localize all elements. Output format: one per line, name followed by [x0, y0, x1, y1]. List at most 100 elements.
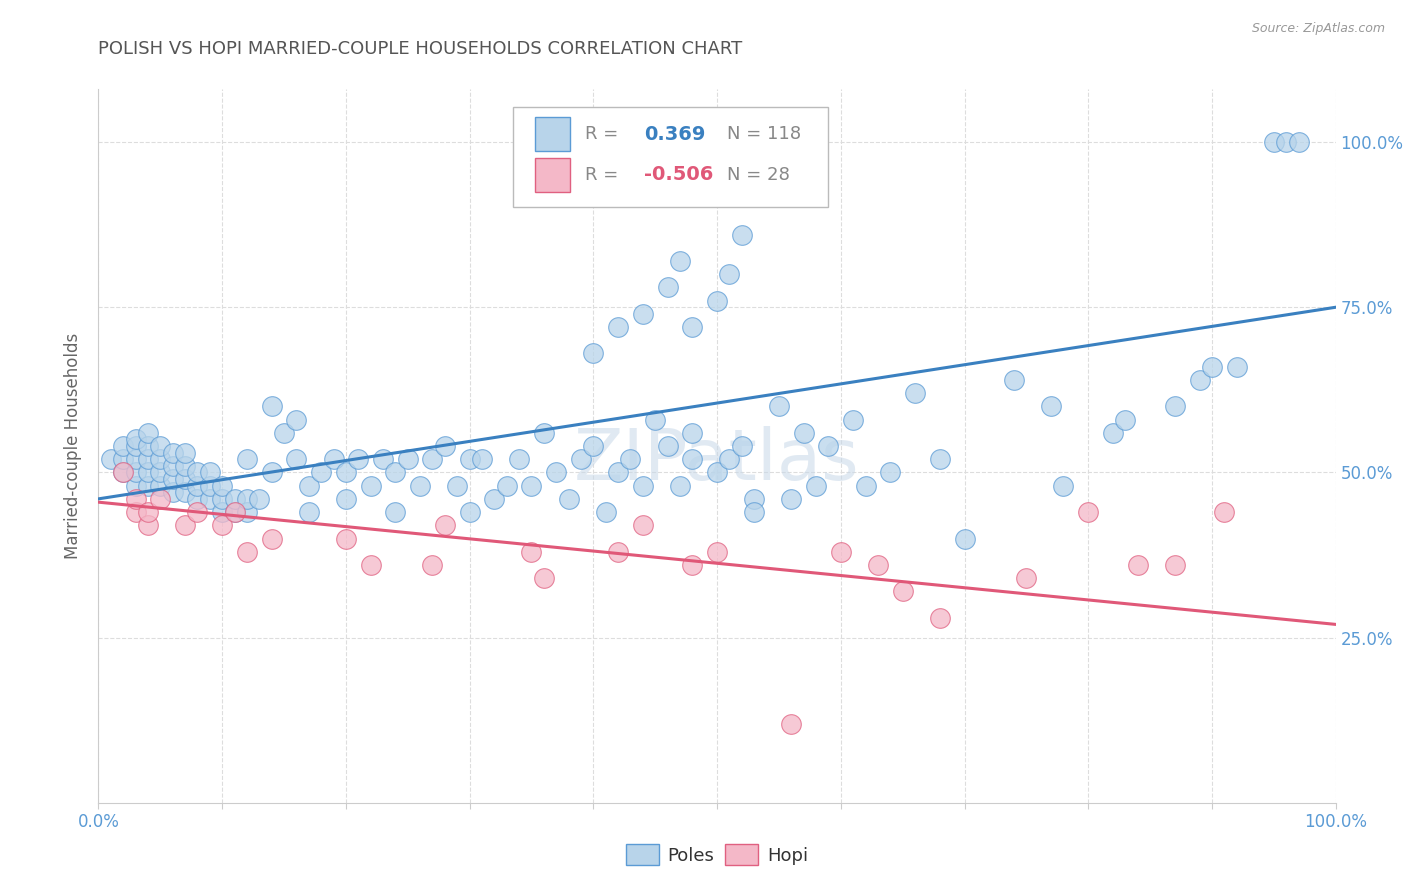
Point	[100, 452, 122, 467]
Point	[458, 452, 481, 467]
Point	[371, 452, 394, 467]
FancyBboxPatch shape	[536, 158, 569, 192]
Point	[124, 439, 146, 453]
Point	[149, 478, 172, 492]
Point	[285, 452, 308, 467]
Point	[1213, 505, 1236, 519]
Point	[657, 280, 679, 294]
Point	[174, 472, 197, 486]
Point	[136, 505, 159, 519]
Point	[309, 466, 332, 480]
Point	[396, 452, 419, 467]
Point	[136, 466, 159, 480]
Point	[149, 452, 172, 467]
Point	[780, 491, 803, 506]
Point	[706, 545, 728, 559]
Point	[298, 505, 321, 519]
Point	[174, 518, 197, 533]
Point	[731, 188, 754, 202]
Point	[607, 320, 630, 334]
Point	[112, 452, 135, 467]
Point	[224, 491, 246, 506]
Point	[1126, 558, 1149, 572]
Text: 0.369: 0.369	[644, 125, 706, 144]
Point	[1288, 135, 1310, 149]
Point	[669, 254, 692, 268]
Point	[1040, 400, 1063, 414]
Point	[582, 346, 605, 360]
Point	[546, 466, 568, 480]
Point	[1052, 478, 1074, 492]
Point	[211, 505, 233, 519]
Point	[236, 545, 259, 559]
Point	[595, 505, 617, 519]
Point	[186, 478, 208, 492]
Point	[928, 611, 950, 625]
Point	[1263, 135, 1285, 149]
Text: R =: R =	[585, 166, 624, 184]
Point	[124, 505, 146, 519]
Point	[236, 491, 259, 506]
Point	[347, 452, 370, 467]
Point	[360, 558, 382, 572]
FancyBboxPatch shape	[513, 107, 828, 207]
Point	[236, 452, 259, 467]
Point	[557, 491, 579, 506]
Point	[793, 425, 815, 440]
Point	[335, 466, 357, 480]
Point	[928, 452, 950, 467]
Point	[780, 716, 803, 731]
Point	[162, 458, 184, 473]
Point	[706, 293, 728, 308]
Point	[198, 478, 221, 492]
Point	[211, 491, 233, 506]
Point	[174, 458, 197, 473]
Point	[1164, 400, 1187, 414]
Point	[520, 478, 543, 492]
Point	[198, 466, 221, 480]
Point	[520, 545, 543, 559]
Point	[211, 478, 233, 492]
Point	[211, 518, 233, 533]
Point	[471, 452, 494, 467]
Point	[533, 425, 555, 440]
Point	[162, 445, 184, 459]
Point	[236, 505, 259, 519]
Point	[1188, 373, 1211, 387]
Text: N = 118: N = 118	[727, 125, 801, 143]
Point	[186, 491, 208, 506]
Point	[1002, 373, 1025, 387]
Point	[830, 545, 852, 559]
Text: Source: ZipAtlas.com: Source: ZipAtlas.com	[1251, 22, 1385, 36]
Point	[1164, 558, 1187, 572]
Point	[495, 478, 517, 492]
Point	[124, 452, 146, 467]
Point	[247, 491, 270, 506]
Point	[681, 452, 703, 467]
Point	[174, 445, 197, 459]
Point	[631, 307, 654, 321]
Point	[433, 439, 456, 453]
Point	[669, 478, 692, 492]
FancyBboxPatch shape	[536, 117, 569, 152]
Point	[484, 491, 506, 506]
Point	[360, 478, 382, 492]
Point	[681, 425, 703, 440]
Point	[879, 466, 901, 480]
Point	[508, 452, 530, 467]
Point	[285, 412, 308, 426]
Y-axis label: Married-couple Households: Married-couple Households	[65, 333, 83, 559]
Point	[124, 466, 146, 480]
Point	[842, 412, 865, 426]
Point	[162, 472, 184, 486]
Point	[533, 571, 555, 585]
Point	[953, 532, 976, 546]
Point	[136, 478, 159, 492]
Point	[186, 466, 208, 480]
Point	[742, 505, 765, 519]
Point	[186, 505, 208, 519]
Point	[607, 545, 630, 559]
Text: R =: R =	[585, 125, 624, 143]
Point	[260, 466, 283, 480]
Point	[174, 485, 197, 500]
